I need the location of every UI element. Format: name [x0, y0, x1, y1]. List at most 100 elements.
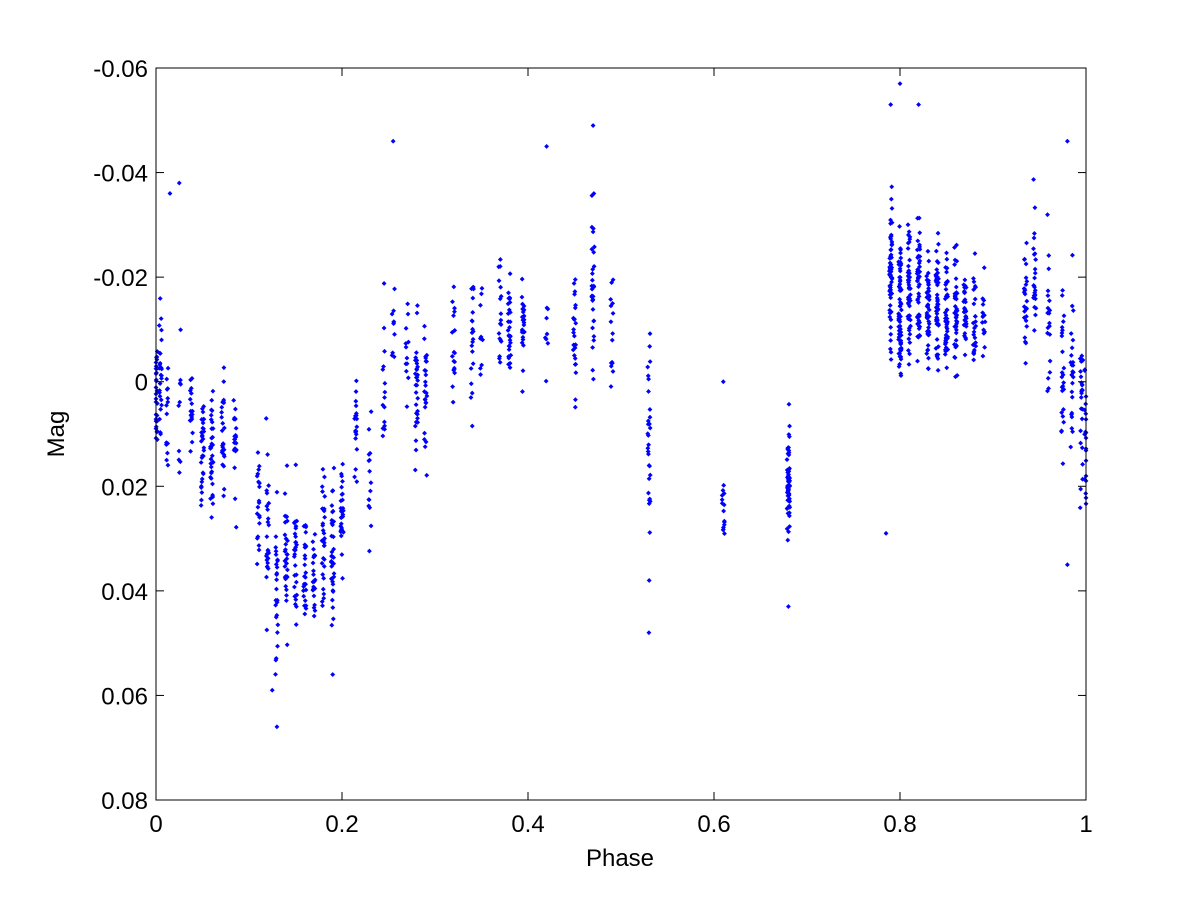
- data-point: [915, 215, 921, 221]
- data-point: [887, 346, 893, 352]
- data-point: [924, 312, 930, 318]
- data-point: [572, 277, 578, 282]
- data-point: [934, 354, 940, 359]
- x-tick-label: 0: [149, 811, 162, 838]
- data-point: [645, 431, 651, 437]
- data-point: [591, 263, 597, 269]
- data-point: [422, 367, 428, 373]
- data-point: [497, 263, 503, 269]
- data-point: [521, 342, 526, 348]
- data-point: [1031, 246, 1036, 252]
- data-point: [469, 349, 475, 354]
- data-point: [897, 346, 903, 352]
- data-point: [786, 432, 792, 437]
- data-point: [274, 572, 280, 577]
- data-point: [331, 465, 337, 471]
- data-point: [897, 285, 903, 290]
- data-point: [897, 303, 903, 309]
- data-point: [255, 534, 261, 540]
- data-point: [591, 318, 597, 324]
- data-point: [1082, 368, 1088, 373]
- data-point: [962, 290, 968, 295]
- data-point: [221, 425, 227, 431]
- data-point: [452, 370, 458, 376]
- data-point: [403, 368, 409, 374]
- data-point: [1069, 345, 1075, 351]
- data-point: [366, 458, 372, 464]
- data-point: [265, 560, 271, 566]
- data-point: [925, 366, 931, 371]
- data-point: [1070, 369, 1076, 374]
- data-point: [231, 416, 237, 422]
- data-point: [254, 561, 260, 567]
- data-point: [572, 362, 578, 367]
- data-point: [907, 340, 913, 346]
- data-point: [971, 357, 977, 363]
- data-point: [187, 388, 193, 394]
- data-point: [311, 613, 317, 619]
- data-point: [381, 404, 387, 410]
- data-point: [925, 248, 931, 254]
- data-point: [368, 523, 374, 529]
- data-point: [320, 521, 326, 527]
- data-point: [1077, 505, 1083, 511]
- data-point: [322, 514, 328, 520]
- data-point: [1022, 287, 1028, 293]
- data-point: [321, 575, 327, 581]
- data-point: [1070, 308, 1076, 313]
- data-point: [320, 586, 326, 592]
- data-point: [256, 500, 262, 506]
- data-point: [311, 593, 317, 599]
- data-point: [570, 315, 576, 321]
- data-point: [1070, 374, 1076, 380]
- data-point: [283, 541, 289, 547]
- data-point: [1022, 335, 1028, 341]
- data-point: [945, 278, 951, 284]
- data-point: [926, 258, 932, 264]
- data-point: [157, 388, 163, 393]
- data-point: [1068, 352, 1074, 358]
- data-point: [1079, 445, 1085, 451]
- data-point: [199, 490, 205, 495]
- data-point: [208, 412, 214, 418]
- data-point: [980, 314, 986, 320]
- axis-ticks: [155, 67, 1087, 801]
- data-point: [320, 572, 326, 577]
- data-point: [340, 497, 345, 503]
- data-point: [233, 524, 239, 530]
- data-point: [719, 500, 725, 506]
- data-point: [571, 327, 577, 332]
- data-point: [883, 530, 889, 536]
- data-point: [479, 291, 484, 297]
- data-point: [284, 567, 290, 573]
- data-point: [302, 562, 308, 568]
- data-point: [1059, 388, 1065, 394]
- data-point: [887, 302, 893, 308]
- data-point: [888, 331, 894, 337]
- data-point: [898, 332, 904, 338]
- data-point: [329, 488, 335, 494]
- data-point: [889, 242, 895, 248]
- data-point: [1046, 253, 1052, 258]
- data-point: [1069, 412, 1074, 418]
- data-point: [784, 526, 790, 532]
- data-point: [719, 492, 725, 498]
- data-point: [293, 539, 299, 545]
- data-point: [924, 294, 930, 300]
- data-point: [905, 240, 911, 246]
- data-point: [916, 284, 921, 290]
- data-point: [926, 319, 932, 324]
- data-point: [786, 401, 792, 407]
- data-point: [787, 499, 793, 504]
- data-point: [367, 488, 373, 494]
- data-point: [1024, 278, 1030, 284]
- data-point: [470, 336, 476, 342]
- data-point: [165, 395, 171, 401]
- data-point: [176, 457, 182, 463]
- data-point: [961, 309, 967, 315]
- data-point: [321, 537, 326, 543]
- data-point: [647, 530, 653, 535]
- data-point: [608, 363, 614, 369]
- data-point: [785, 451, 791, 457]
